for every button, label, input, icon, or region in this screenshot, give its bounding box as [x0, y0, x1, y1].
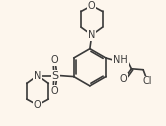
Text: N: N [34, 71, 41, 81]
Text: S: S [52, 71, 59, 81]
Text: O: O [50, 55, 58, 65]
Text: Cl: Cl [142, 76, 152, 86]
Text: NH: NH [113, 55, 128, 65]
Text: O: O [88, 1, 96, 11]
Text: O: O [50, 86, 58, 96]
Text: O: O [120, 74, 127, 84]
Text: O: O [34, 100, 41, 110]
Text: N: N [88, 30, 95, 40]
